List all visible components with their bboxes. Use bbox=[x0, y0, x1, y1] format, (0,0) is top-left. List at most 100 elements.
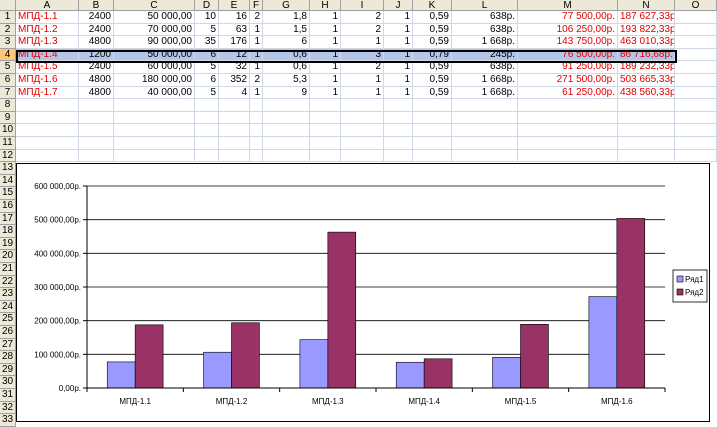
row-header-16[interactable]: 16 bbox=[0, 200, 16, 213]
row-header-1[interactable]: 1 bbox=[0, 11, 16, 24]
cell-m4[interactable]: 76 500,00р. bbox=[518, 48, 618, 62]
cell-j5[interactable]: 1 bbox=[384, 61, 413, 74]
cell-g3[interactable]: 6 bbox=[263, 36, 310, 49]
cell-h2[interactable]: 1 bbox=[310, 23, 341, 37]
cell-i2[interactable]: 2 bbox=[341, 23, 384, 37]
cell-f3[interactable]: 1 bbox=[250, 36, 263, 49]
cell-c10[interactable] bbox=[114, 124, 195, 137]
cell-e9[interactable] bbox=[219, 111, 250, 125]
row-header-30[interactable]: 30 bbox=[0, 376, 16, 389]
cell-h4[interactable]: 1 bbox=[310, 48, 341, 62]
cell-m6[interactable]: 271 500,00р. bbox=[518, 74, 618, 87]
cell-n5[interactable]: 189 232,33р. bbox=[618, 61, 675, 74]
column-header-c[interactable]: C bbox=[114, 0, 195, 11]
cell-n10[interactable] bbox=[618, 124, 675, 137]
cell-n6[interactable]: 503 665,33р. bbox=[618, 74, 675, 87]
cell-n7[interactable]: 438 560,33р. bbox=[618, 86, 675, 100]
row-header-29[interactable]: 29 bbox=[0, 363, 16, 377]
cell-a3[interactable]: МПД-1.3 bbox=[16, 36, 79, 49]
cell-a2[interactable]: МПД-1.2 bbox=[16, 23, 79, 37]
cell-m7[interactable]: 61 250,00р. bbox=[518, 86, 618, 100]
cell-m12[interactable] bbox=[518, 149, 618, 163]
cell-m2[interactable]: 106 250,00р. bbox=[518, 23, 618, 37]
cell-b12[interactable] bbox=[79, 149, 114, 163]
cell-b2[interactable]: 2400 bbox=[79, 23, 114, 37]
row-header-6[interactable]: 6 bbox=[0, 74, 16, 87]
column-header-o[interactable]: O bbox=[675, 0, 717, 11]
cell-d10[interactable] bbox=[195, 124, 219, 137]
cell-c6[interactable]: 180 000,00 bbox=[114, 74, 195, 87]
cell-k12[interactable] bbox=[413, 149, 452, 163]
cell-h12[interactable] bbox=[310, 149, 341, 163]
cell-h6[interactable]: 1 bbox=[310, 74, 341, 87]
column-header-j[interactable]: J bbox=[384, 0, 413, 11]
cell-k2[interactable]: 0,59 bbox=[413, 23, 452, 37]
row-header-7[interactable]: 7 bbox=[0, 86, 16, 100]
cell-o4[interactable] bbox=[675, 48, 717, 62]
cell-d1[interactable]: 10 bbox=[195, 11, 219, 24]
cell-a1[interactable]: МПД-1.1 bbox=[16, 11, 79, 24]
cell-f4[interactable]: 1 bbox=[250, 48, 263, 62]
cell-m9[interactable] bbox=[518, 111, 618, 125]
column-header-d[interactable]: D bbox=[195, 0, 219, 11]
cell-a5[interactable]: МПД-1.5 bbox=[16, 61, 79, 74]
cell-j10[interactable] bbox=[384, 124, 413, 137]
cell-k4[interactable]: 0,79 bbox=[413, 48, 452, 62]
row-header-33[interactable]: 33 bbox=[0, 414, 16, 427]
cell-k1[interactable]: 0,59 bbox=[413, 11, 452, 24]
cell-c5[interactable]: 60 000,00 bbox=[114, 61, 195, 74]
cell-h8[interactable] bbox=[310, 99, 341, 112]
cell-l10[interactable] bbox=[452, 124, 518, 137]
cell-o8[interactable] bbox=[675, 99, 717, 112]
cell-b5[interactable]: 2400 bbox=[79, 61, 114, 74]
cell-m5[interactable]: 91 250,00р. bbox=[518, 61, 618, 74]
cell-f12[interactable] bbox=[250, 149, 263, 163]
cell-l12[interactable] bbox=[452, 149, 518, 163]
column-header-k[interactable]: K bbox=[413, 0, 452, 11]
cell-k7[interactable]: 0,59 bbox=[413, 86, 452, 100]
row-header-21[interactable]: 21 bbox=[0, 263, 16, 276]
row-header-24[interactable]: 24 bbox=[0, 300, 16, 314]
row-header-20[interactable]: 20 bbox=[0, 250, 16, 263]
cell-g9[interactable] bbox=[263, 111, 310, 125]
row-header-19[interactable]: 19 bbox=[0, 237, 16, 251]
cell-c1[interactable]: 50 000,00 bbox=[114, 11, 195, 24]
cell-n12[interactable] bbox=[618, 149, 675, 163]
column-header-m[interactable]: M bbox=[518, 0, 618, 11]
cell-o10[interactable] bbox=[675, 124, 717, 137]
cell-a6[interactable]: МПД-1.6 bbox=[16, 74, 79, 87]
cell-l9[interactable] bbox=[452, 111, 518, 125]
cell-e1[interactable]: 16 bbox=[219, 11, 250, 24]
cell-o11[interactable] bbox=[675, 137, 717, 150]
cell-h3[interactable]: 1 bbox=[310, 36, 341, 49]
cell-e5[interactable]: 32 bbox=[219, 61, 250, 74]
row-header-9[interactable]: 9 bbox=[0, 111, 16, 125]
cell-a7[interactable]: МПД-1.7 bbox=[16, 86, 79, 100]
cell-g6[interactable]: 5,3 bbox=[263, 74, 310, 87]
column-header-e[interactable]: E bbox=[219, 0, 250, 11]
cell-h7[interactable]: 1 bbox=[310, 86, 341, 100]
cell-i12[interactable] bbox=[341, 149, 384, 163]
cell-c12[interactable] bbox=[114, 149, 195, 163]
cell-f1[interactable]: 2 bbox=[250, 11, 263, 24]
cell-c2[interactable]: 70 000,00 bbox=[114, 23, 195, 37]
cell-g4[interactable]: 0,6 bbox=[263, 48, 310, 62]
cell-i9[interactable] bbox=[341, 111, 384, 125]
cell-b7[interactable]: 4800 bbox=[79, 86, 114, 100]
row-header-28[interactable]: 28 bbox=[0, 351, 16, 364]
cell-d11[interactable] bbox=[195, 137, 219, 150]
row-header-26[interactable]: 26 bbox=[0, 326, 16, 339]
cell-a8[interactable] bbox=[16, 99, 79, 112]
cell-c3[interactable]: 90 000,00 bbox=[114, 36, 195, 49]
cell-c7[interactable]: 40 000,00 bbox=[114, 86, 195, 100]
cell-g1[interactable]: 1,8 bbox=[263, 11, 310, 24]
row-header-8[interactable]: 8 bbox=[0, 99, 16, 112]
cell-j6[interactable]: 1 bbox=[384, 74, 413, 87]
cell-j7[interactable]: 1 bbox=[384, 86, 413, 100]
row-header-12[interactable]: 12 bbox=[0, 149, 16, 163]
row-header-25[interactable]: 25 bbox=[0, 313, 16, 326]
cell-h11[interactable] bbox=[310, 137, 341, 150]
cell-f8[interactable] bbox=[250, 99, 263, 112]
cell-o3[interactable] bbox=[675, 36, 717, 49]
column-header-n[interactable]: N bbox=[618, 0, 675, 11]
